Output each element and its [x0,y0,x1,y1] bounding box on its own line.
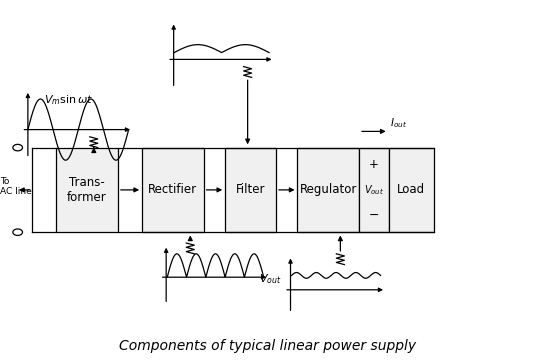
Text: Rectifier: Rectifier [148,183,197,197]
Text: $V_{out}$: $V_{out}$ [364,183,384,197]
Text: Trans-
former: Trans- former [67,176,107,204]
Text: −: − [369,208,379,222]
Bar [359,148,389,232]
Bar [225,148,276,232]
Text: +: + [369,158,379,171]
Text: $V_m\sin\omega t$: $V_m\sin\omega t$ [44,94,93,107]
Text: To
AC line: To AC line [0,177,32,196]
Bar [389,148,434,232]
Bar [297,148,359,232]
Bar [56,148,118,232]
Text: Regulator: Regulator [300,183,357,197]
Text: $I_{out}$: $I_{out}$ [390,117,407,130]
Text: Components of typical linear power supply: Components of typical linear power suppl… [120,339,416,353]
Text: Filter: Filter [236,183,265,197]
Bar [142,148,204,232]
Text: Load: Load [397,183,426,197]
Text: $V_{out}$: $V_{out}$ [259,272,281,286]
